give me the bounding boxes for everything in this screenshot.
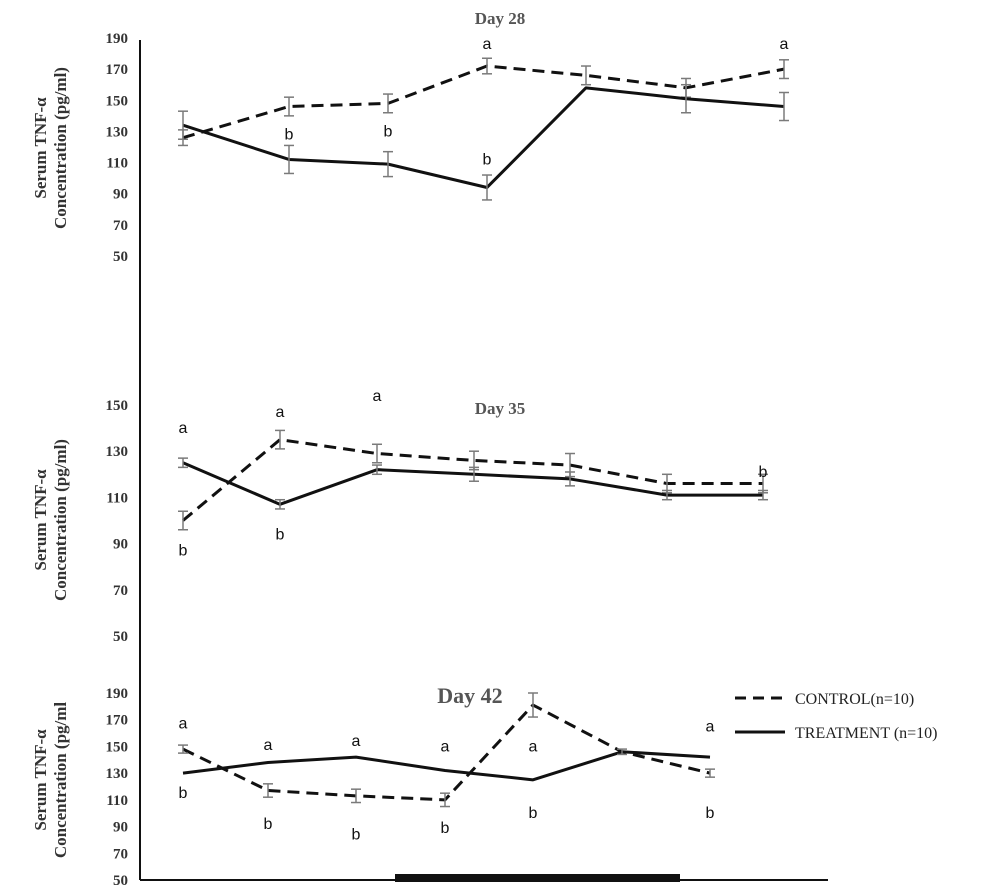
- y-tick-label: 50: [113, 629, 128, 645]
- treatment-series-line: [182, 750, 711, 782]
- treatment-error-bar: [178, 110, 188, 140]
- treatment-error-bar: [681, 83, 691, 114]
- significance-letter: b: [384, 123, 393, 140]
- y-tick-label: 70: [113, 583, 128, 599]
- significance-letter: a: [780, 36, 789, 53]
- control-error-bar: [705, 768, 715, 778]
- significance-letter: b: [179, 543, 188, 560]
- control-error-bar: [372, 443, 382, 464]
- significance-letter: b: [529, 805, 538, 822]
- treatment-error-bar: [372, 464, 382, 476]
- y-tick-label: 70: [113, 218, 128, 234]
- y-axis-label-line: Serum TNF-α: [31, 729, 50, 831]
- control-error-bar: [383, 93, 393, 114]
- significance-letter: a: [264, 737, 273, 754]
- y-tick-label: 130: [106, 124, 129, 140]
- significance-letter: b: [276, 526, 285, 543]
- y-tick-label: 130: [106, 766, 129, 782]
- control-error-bar: [440, 792, 450, 808]
- chart-title: Day 28: [475, 9, 526, 28]
- significance-letter: b: [706, 805, 715, 822]
- treatment-error-bar: [779, 91, 789, 122]
- y-tick-label: 90: [113, 820, 128, 836]
- y-tick-label: 150: [106, 93, 129, 109]
- y-tick-label: 110: [106, 156, 128, 172]
- y-tick-label: 170: [106, 713, 129, 729]
- significance-letter: a: [441, 738, 450, 755]
- y-axis-label: Serum TNF-αConcentration (pg/ml): [31, 439, 70, 601]
- significance-letter: a: [529, 738, 538, 755]
- y-tick-label: 90: [113, 187, 128, 203]
- y-axis-label-line: Serum TNF-α: [31, 97, 50, 199]
- y-tick-label: 50: [113, 249, 128, 265]
- treatment-error-bar: [178, 457, 188, 469]
- significance-letter: b: [352, 827, 361, 844]
- control-error-bar: [263, 783, 273, 798]
- y-axis-label: Serum TNF-αConcentration (pg/ml): [31, 67, 70, 229]
- significance-letter: b: [759, 464, 768, 481]
- significance-letter: b: [441, 820, 450, 837]
- significance-letter: a: [373, 388, 382, 405]
- y-tick-label: 90: [113, 537, 128, 553]
- control-error-bar: [275, 429, 285, 450]
- y-tick-label: 190: [106, 686, 129, 702]
- treatment-error-bar: [662, 489, 672, 501]
- y-axis-label: Serum TNF-αConcentration (pg/ml: [31, 702, 70, 859]
- y-tick-label: 110: [106, 490, 128, 506]
- control-error-bar: [528, 692, 538, 718]
- y-tick-label: 170: [106, 62, 129, 78]
- significance-letter: b: [179, 785, 188, 802]
- treatment-error-bar: [469, 466, 479, 482]
- significance-letter: a: [179, 420, 188, 437]
- treatment-series-line: [182, 86, 785, 189]
- treatment-error-bar: [275, 498, 285, 510]
- y-tick-label: 110: [106, 793, 128, 809]
- chart-title: Day 35: [475, 399, 526, 418]
- significance-letter: b: [264, 816, 273, 833]
- panel-day-28: Day 28 50 70 90 110 130 150 170 190 Serum TNF-αCo…: [31, 9, 789, 265]
- control-error-bar: [178, 510, 188, 531]
- significance-letter: a: [179, 716, 188, 733]
- y-tick-label: 190: [106, 31, 129, 47]
- treatment-error-bar: [758, 489, 768, 501]
- y-axis-label-line: Serum TNF-α: [31, 469, 50, 571]
- y-tick-label: 50: [113, 873, 128, 889]
- control-error-bar: [482, 57, 492, 75]
- treatment-error-bar: [617, 748, 627, 756]
- y-axis-label-line: Concentration (pg/ml: [51, 702, 70, 859]
- legend-treatment-label: TREATMENT (n=10): [795, 725, 938, 742]
- y-axis-label-line: Concentration (pg/ml): [51, 67, 70, 229]
- control-error-bar: [178, 744, 188, 754]
- significance-letter: a: [706, 718, 715, 735]
- treatment-error-bar: [284, 144, 294, 175]
- control-series-line: [182, 64, 785, 140]
- y-tick-label: 150: [106, 398, 129, 414]
- legend: CONTROL(n=10) TREATMENT (n=10): [735, 691, 938, 742]
- y-tick-label: 130: [106, 444, 129, 460]
- significance-letter: a: [483, 36, 492, 53]
- control-error-bar: [351, 788, 361, 804]
- significance-letter: a: [276, 404, 285, 421]
- panel-day-42: Day 42 50 70 90 110 130 150 170 190 Serum TNF-αCo…: [31, 683, 715, 889]
- treatment-error-bar: [565, 471, 575, 487]
- control-error-bar: [779, 59, 789, 80]
- control-error-bar: [581, 65, 591, 86]
- significance-letter: b: [285, 127, 294, 144]
- y-tick-label: 70: [113, 846, 128, 862]
- treatment-error-bar: [383, 150, 393, 178]
- chart-title: Day 42: [437, 683, 502, 708]
- y-axis-label-line: Concentration (pg/ml): [51, 439, 70, 601]
- significance-letter: a: [352, 733, 361, 750]
- x-axis-thick-segment: [395, 874, 680, 882]
- y-tick-label: 150: [106, 739, 129, 755]
- significance-letter: b: [483, 151, 492, 168]
- panel-day-35: Day 35 50 70 90 110 130 150 Serum TNF-αConcentr…: [31, 388, 768, 645]
- control-error-bar: [284, 96, 294, 117]
- treatment-error-bar: [482, 174, 492, 201]
- legend-control-label: CONTROL(n=10): [795, 691, 914, 708]
